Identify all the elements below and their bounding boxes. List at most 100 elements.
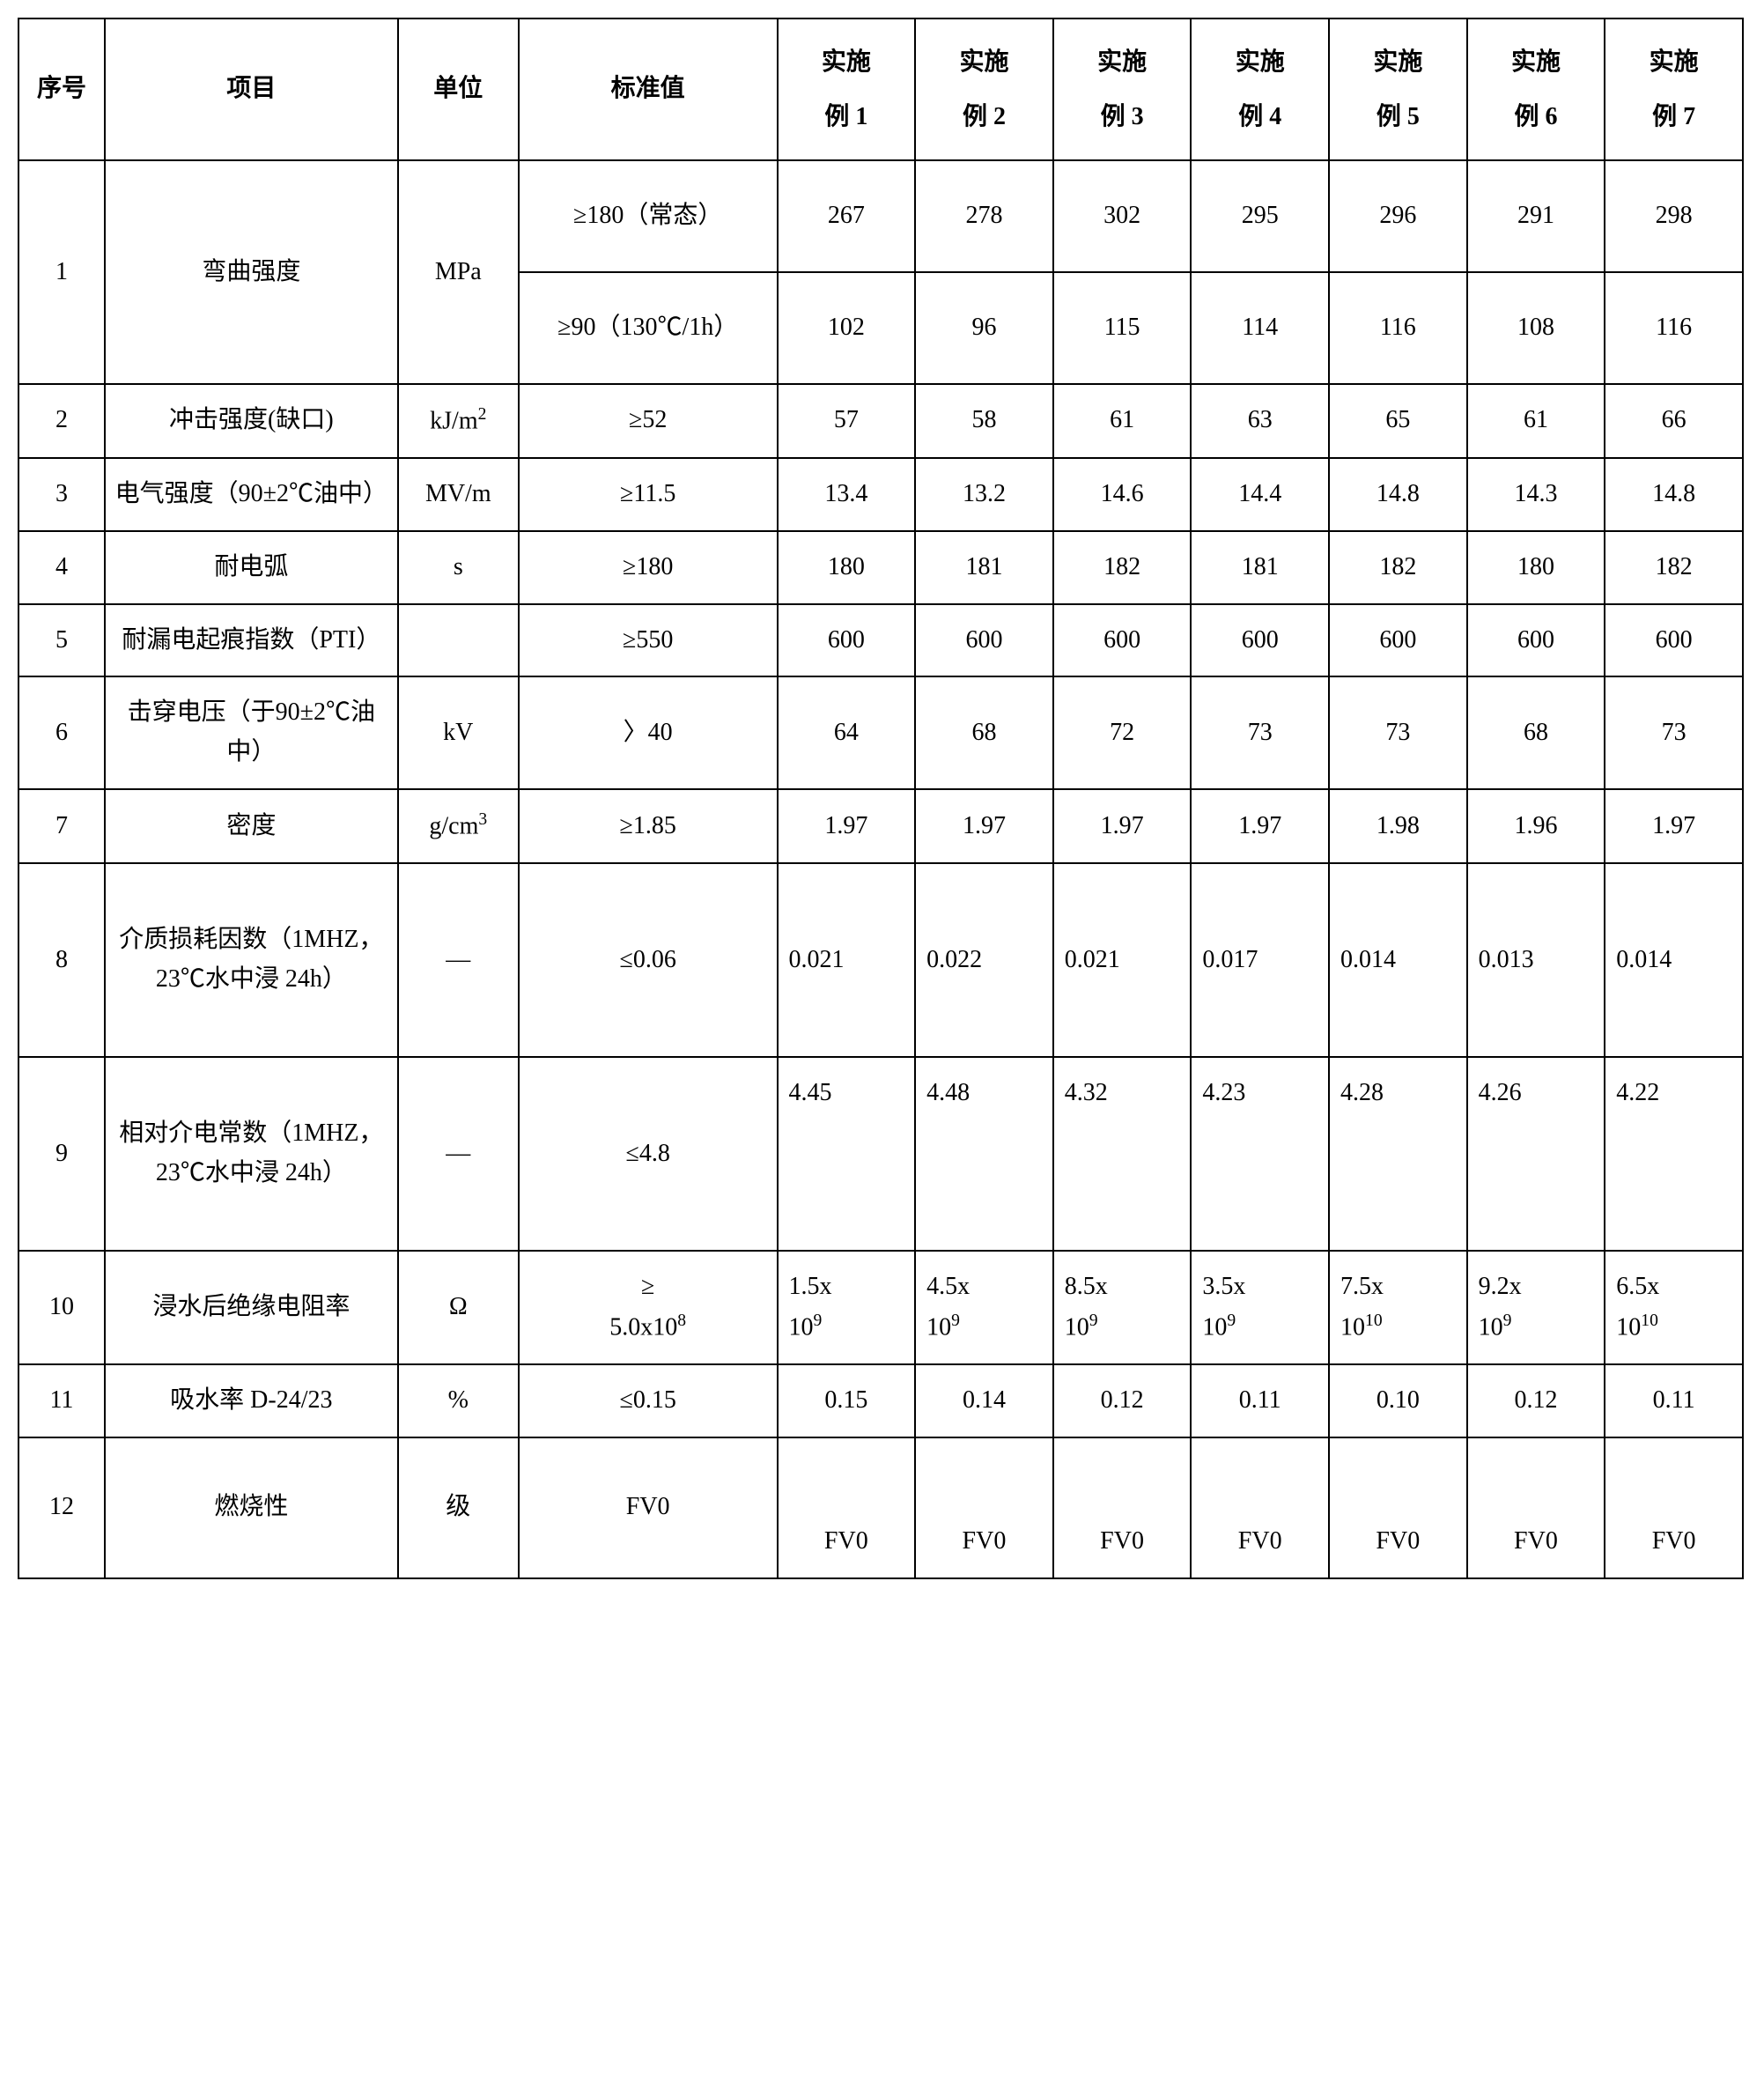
cell-value: 1.97 [915, 789, 1053, 863]
cell-item: 电气强度（90±2℃油中） [105, 458, 398, 531]
cell-unit: g/cm3 [398, 789, 519, 863]
cell-value: 3.5x109 [1191, 1251, 1329, 1364]
cell-value: 14.8 [1605, 458, 1743, 531]
cell-value: 0.11 [1605, 1364, 1743, 1437]
cell-seq: 4 [18, 531, 105, 604]
cell-value: 600 [778, 604, 916, 677]
cell-seq: 2 [18, 384, 105, 458]
cell-std: ≥1.85 [519, 789, 778, 863]
cell-value: 8.5x109 [1053, 1251, 1192, 1364]
cell-value: 116 [1605, 272, 1743, 384]
cell-value: 114 [1191, 272, 1329, 384]
cell-item: 弯曲强度 [105, 160, 398, 384]
cell-std: ≥180（常态） [519, 160, 778, 272]
cell-value: 57 [778, 384, 916, 458]
cell-value: 116 [1329, 272, 1467, 384]
table-row: 5耐漏电起痕指数（PTI）≥550600600600600600600600 [18, 604, 1743, 677]
cell-value: 295 [1191, 160, 1329, 272]
cell-value: 68 [1467, 676, 1605, 789]
cell-value: 600 [1467, 604, 1605, 677]
cell-value: 298 [1605, 160, 1743, 272]
table-body: 1弯曲强度MPa≥180（常态）267278302295296291298≥90… [18, 160, 1743, 1578]
cell-value: 4.5x109 [915, 1251, 1053, 1364]
cell-value: FV0 [1467, 1437, 1605, 1578]
cell-seq: 6 [18, 676, 105, 789]
header-row: 序号 项目 单位 标准值 实施例 1 实施例 2 实施例 3 实施例 4 实施例… [18, 18, 1743, 160]
cell-std: ≤4.8 [519, 1057, 778, 1251]
cell-item: 燃烧性 [105, 1437, 398, 1578]
cell-item: 相对介电常数（1MHZ，23℃水中浸 24h） [105, 1057, 398, 1251]
cell-value: 0.11 [1191, 1364, 1329, 1437]
cell-item: 冲击强度(缺口) [105, 384, 398, 458]
cell-value: 182 [1329, 531, 1467, 604]
cell-std: ≥52 [519, 384, 778, 458]
header-ex6: 实施例 6 [1467, 18, 1605, 160]
cell-value: 181 [1191, 531, 1329, 604]
cell-value: 4.45 [778, 1057, 916, 1251]
cell-unit: kJ/m2 [398, 384, 519, 458]
cell-value: 14.6 [1053, 458, 1192, 531]
table-row: 7密度g/cm3≥1.851.971.971.971.971.981.961.9… [18, 789, 1743, 863]
header-ex3: 实施例 3 [1053, 18, 1192, 160]
cell-value: 1.98 [1329, 789, 1467, 863]
cell-value: 1.97 [1605, 789, 1743, 863]
table-row: 2冲击强度(缺口)kJ/m2≥5257586163656166 [18, 384, 1743, 458]
cell-seq: 10 [18, 1251, 105, 1364]
cell-seq: 3 [18, 458, 105, 531]
cell-value: 1.97 [1053, 789, 1192, 863]
cell-value: 13.2 [915, 458, 1053, 531]
cell-value: 181 [915, 531, 1053, 604]
cell-unit: — [398, 1057, 519, 1251]
cell-value: 182 [1053, 531, 1192, 604]
cell-item: 浸水后绝缘电阻率 [105, 1251, 398, 1364]
cell-unit: MV/m [398, 458, 519, 531]
cell-value: 4.32 [1053, 1057, 1192, 1251]
table-row: 12燃烧性级FV0FV0FV0FV0FV0FV0FV0FV0 [18, 1437, 1743, 1578]
cell-value: 66 [1605, 384, 1743, 458]
cell-std: ≤0.06 [519, 863, 778, 1057]
cell-value: 267 [778, 160, 916, 272]
cell-value: 1.5x109 [778, 1251, 916, 1364]
cell-value: 68 [915, 676, 1053, 789]
cell-value: FV0 [1191, 1437, 1329, 1578]
cell-value: 14.3 [1467, 458, 1605, 531]
cell-item: 击穿电压（于90±2℃油中） [105, 676, 398, 789]
cell-value: 72 [1053, 676, 1192, 789]
cell-value: 600 [915, 604, 1053, 677]
cell-unit: s [398, 531, 519, 604]
cell-unit: MPa [398, 160, 519, 384]
table-row: 11吸水率 D-24/23%≤0.150.150.140.120.110.100… [18, 1364, 1743, 1437]
table-row: 3电气强度（90±2℃油中）MV/m≥11.513.413.214.614.41… [18, 458, 1743, 531]
cell-value: 0.014 [1329, 863, 1467, 1057]
cell-value: 115 [1053, 272, 1192, 384]
cell-value: FV0 [915, 1437, 1053, 1578]
cell-value: FV0 [1329, 1437, 1467, 1578]
cell-value: 0.021 [1053, 863, 1192, 1057]
header-ex2: 实施例 2 [915, 18, 1053, 160]
cell-value: 4.22 [1605, 1057, 1743, 1251]
cell-value: 65 [1329, 384, 1467, 458]
cell-value: 0.14 [915, 1364, 1053, 1437]
cell-unit: — [398, 863, 519, 1057]
cell-seq: 8 [18, 863, 105, 1057]
cell-value: 4.28 [1329, 1057, 1467, 1251]
cell-value: FV0 [778, 1437, 916, 1578]
cell-value: 1.97 [778, 789, 916, 863]
cell-value: 73 [1191, 676, 1329, 789]
cell-value: 61 [1467, 384, 1605, 458]
cell-value: 7.5x1010 [1329, 1251, 1467, 1364]
header-seq: 序号 [18, 18, 105, 160]
header-unit: 单位 [398, 18, 519, 160]
cell-item: 耐电弧 [105, 531, 398, 604]
cell-value: 600 [1329, 604, 1467, 677]
cell-std: ≥5.0x108 [519, 1251, 778, 1364]
cell-value: 14.4 [1191, 458, 1329, 531]
cell-value: FV0 [1053, 1437, 1192, 1578]
cell-value: 63 [1191, 384, 1329, 458]
cell-value: 108 [1467, 272, 1605, 384]
cell-value: 182 [1605, 531, 1743, 604]
cell-value: 64 [778, 676, 916, 789]
cell-value: 0.10 [1329, 1364, 1467, 1437]
cell-seq: 7 [18, 789, 105, 863]
header-ex4: 实施例 4 [1191, 18, 1329, 160]
